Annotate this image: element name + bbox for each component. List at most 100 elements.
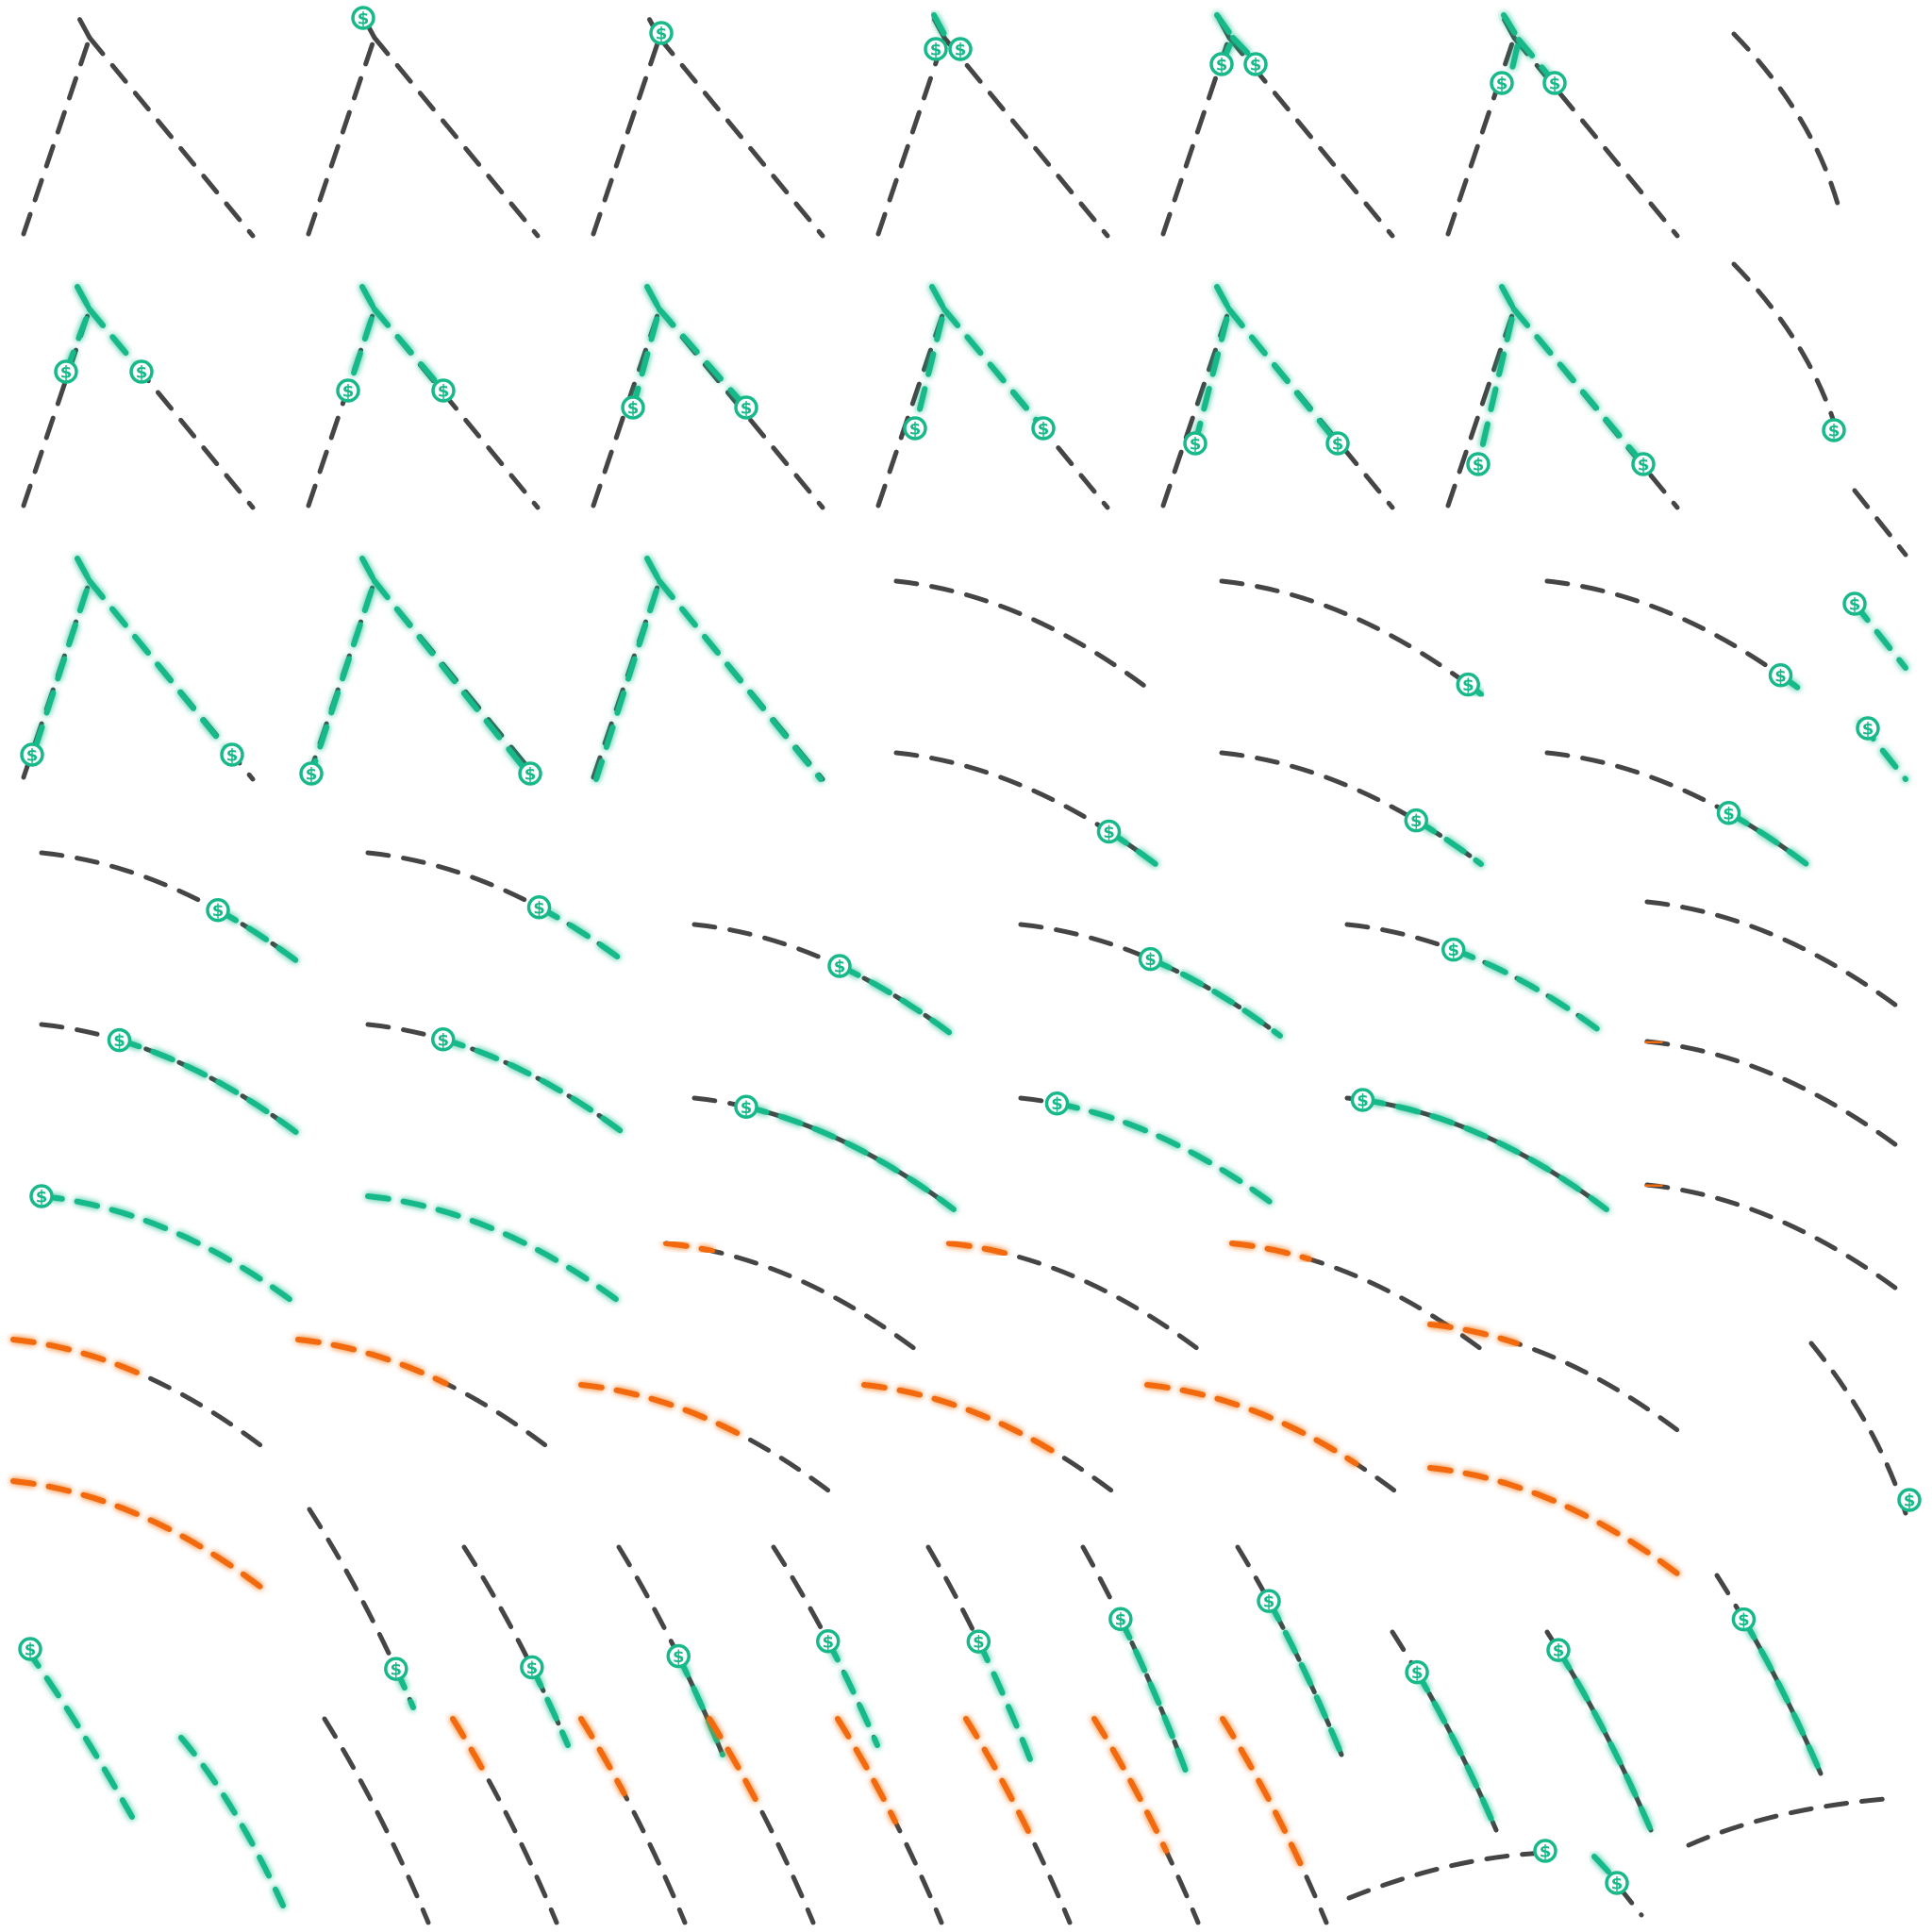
dollar-coin-icon: $ bbox=[1209, 52, 1234, 76]
dollar-coin-icon: $ bbox=[1546, 1638, 1571, 1662]
svg-text:$: $ bbox=[1828, 422, 1840, 441]
highlighted-path bbox=[837, 963, 957, 1039]
highlighted-path bbox=[1226, 307, 1341, 446]
dollar-coin-icon: $ bbox=[1716, 801, 1741, 825]
dollar-coin-icon: $ bbox=[966, 1629, 991, 1654]
svg-text:$: $ bbox=[1638, 456, 1650, 475]
svg-text:$: $ bbox=[1357, 1091, 1369, 1111]
edge-arc bbox=[1731, 31, 1840, 207]
arc-path bbox=[1219, 750, 1484, 867]
svg-text:$: $ bbox=[391, 1660, 403, 1680]
steep-arc bbox=[578, 1716, 688, 1925]
dollar-coin-icon: $ bbox=[903, 416, 927, 441]
arc-path bbox=[1018, 922, 1283, 1039]
svg-text:$: $ bbox=[358, 9, 370, 29]
highlighted-path bbox=[1591, 1854, 1622, 1886]
highlighted-path bbox=[295, 1337, 449, 1387]
highlighted-path bbox=[1644, 1039, 1663, 1046]
svg-text:$: $ bbox=[1549, 75, 1561, 94]
dollar-coin-icon: $ bbox=[526, 895, 552, 920]
highlighted-path bbox=[578, 1716, 627, 1797]
highlighted-path bbox=[215, 907, 304, 967]
svg-text:$: $ bbox=[1774, 666, 1787, 686]
dollar-coin-icon: $ bbox=[220, 742, 244, 767]
highlighted-path bbox=[528, 1664, 571, 1748]
svg-text:$: $ bbox=[1862, 720, 1874, 740]
edge-arc bbox=[1731, 261, 1908, 558]
coins-layer: $ $ $ $ $ $ $ $ $ $ $ $ $ $ $ $ $ $ $ $ $ $ $ $ $ $ $ $ $ $ $ $ $ $ $ $ $ $ $ $… bbox=[18, 6, 1922, 1895]
svg-text:$: $ bbox=[26, 746, 39, 766]
dollar-coin-icon: $ bbox=[1108, 1607, 1133, 1631]
dollar-coin-icon: $ bbox=[1490, 71, 1514, 95]
dollar-coin-icon: $ bbox=[1542, 71, 1567, 95]
dollar-coin-icon: $ bbox=[1842, 591, 1867, 616]
dollar-coin-icon: $ bbox=[29, 1184, 54, 1208]
svg-text:$: $ bbox=[1849, 595, 1861, 615]
dollar-coin-icon: $ bbox=[1441, 937, 1466, 962]
dollar-coin-icon: $ bbox=[351, 6, 375, 30]
highlighted-path bbox=[1511, 307, 1646, 467]
dollar-coin-icon: $ bbox=[924, 37, 948, 61]
highlighted-path bbox=[1117, 1616, 1190, 1776]
highlighted-path bbox=[24, 1646, 135, 1820]
svg-text:$: $ bbox=[36, 1188, 48, 1208]
dollar-coin-icon: $ bbox=[206, 897, 230, 923]
svg-text:$: $ bbox=[673, 1647, 685, 1667]
svg-text:$: $ bbox=[113, 1031, 125, 1051]
svg-text:$: $ bbox=[226, 746, 239, 766]
svg-text:$: $ bbox=[1447, 941, 1459, 960]
svg-text:$: $ bbox=[525, 765, 537, 785]
svg-text:$: $ bbox=[1410, 811, 1423, 831]
highlighted-path bbox=[372, 307, 446, 393]
dollar-coin-icon: $ bbox=[1096, 819, 1122, 844]
svg-text:$: $ bbox=[1038, 420, 1050, 440]
steep-arc bbox=[707, 1716, 816, 1925]
arc-path bbox=[365, 850, 630, 967]
dollar-coin-icon: $ bbox=[649, 21, 674, 45]
highlighted-path bbox=[365, 1193, 630, 1310]
svg-text:$: $ bbox=[1723, 804, 1735, 824]
svg-text:$: $ bbox=[136, 363, 148, 383]
arc-path bbox=[1544, 750, 1809, 867]
arc-path bbox=[893, 750, 1158, 867]
highlighted-path bbox=[593, 556, 824, 782]
dollar-coin-icon: $ bbox=[1631, 452, 1656, 476]
highlighted-path bbox=[1266, 1598, 1344, 1757]
highlighted-paths-layer bbox=[10, 12, 1908, 1908]
dollar-coin-icon: $ bbox=[18, 1637, 42, 1661]
highlighted-path bbox=[450, 1716, 491, 1783]
svg-text:$: $ bbox=[973, 1633, 985, 1653]
dollar-coin-icon: $ bbox=[1325, 431, 1350, 456]
dollar-coin-icon: $ bbox=[734, 1094, 758, 1120]
highlighted-path bbox=[975, 1639, 1035, 1767]
dollar-coin-icon: $ bbox=[299, 761, 324, 786]
highlighted-path bbox=[1427, 1465, 1680, 1576]
dollar-coin-icon: $ bbox=[1031, 416, 1056, 441]
dollar-coin-icon: $ bbox=[1044, 1091, 1070, 1116]
svg-text:$: $ bbox=[627, 399, 640, 419]
highlighted-path bbox=[931, 12, 949, 41]
dollar-coin-icon: $ bbox=[518, 761, 542, 786]
lambda-right-leg bbox=[657, 35, 825, 239]
highlighted-path bbox=[675, 1653, 725, 1757]
svg-text:$: $ bbox=[342, 382, 355, 402]
dollar-coin-icon: $ bbox=[1822, 418, 1846, 442]
highlighted-path bbox=[861, 1382, 1056, 1455]
dollar-coin-icon: $ bbox=[431, 1027, 456, 1052]
dollar-coin-icon: $ bbox=[1405, 1659, 1429, 1685]
arc-path bbox=[691, 922, 957, 1039]
highlighted-path bbox=[578, 1382, 747, 1440]
svg-text:$: $ bbox=[930, 41, 942, 60]
highlighted-path bbox=[10, 1337, 143, 1377]
highlighted-path bbox=[1413, 817, 1484, 867]
arc-path bbox=[1644, 1182, 1909, 1299]
highlighted-path bbox=[1229, 1241, 1312, 1262]
highlighted-path bbox=[87, 307, 144, 375]
highlighted-path bbox=[963, 1716, 1034, 1840]
svg-text:$: $ bbox=[1144, 950, 1157, 970]
dollar-coin-icon: $ bbox=[666, 1643, 691, 1669]
highlighted-path bbox=[912, 284, 947, 431]
arc-path bbox=[691, 1095, 957, 1212]
highlighted-path bbox=[946, 1241, 1008, 1257]
